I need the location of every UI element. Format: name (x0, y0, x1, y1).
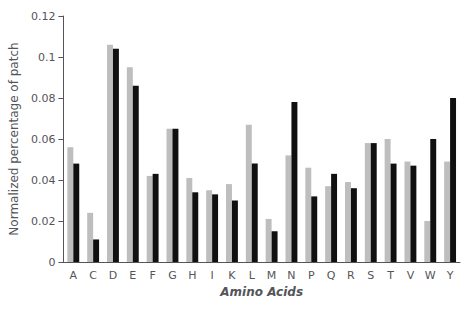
svg-text:0: 0 (48, 256, 55, 269)
svg-text:A: A (70, 269, 78, 282)
svg-text:0.08: 0.08 (31, 92, 56, 105)
svg-text:W: W (425, 269, 436, 282)
svg-text:T: T (386, 269, 394, 282)
svg-text:D: D (109, 269, 117, 282)
svg-text:K: K (228, 269, 236, 282)
svg-text:C: C (89, 269, 97, 282)
svg-text:0.04: 0.04 (31, 174, 56, 187)
svg-text:R: R (347, 269, 355, 282)
svg-text:E: E (129, 269, 136, 282)
svg-text:0.02: 0.02 (31, 215, 56, 228)
svg-text:N: N (287, 269, 295, 282)
svg-text:G: G (168, 269, 177, 282)
svg-text:L: L (249, 269, 256, 282)
svg-text:V: V (407, 269, 415, 282)
svg-text:Normalized percentage of patch: Normalized percentage of patch (7, 42, 21, 235)
svg-text:P: P (308, 269, 315, 282)
svg-text:I: I (210, 269, 213, 282)
svg-text:0.06: 0.06 (31, 133, 56, 146)
svg-text:Amino Acids: Amino Acids (219, 285, 303, 299)
svg-text:Y: Y (446, 269, 454, 282)
svg-text:0.1: 0.1 (38, 51, 56, 64)
svg-text:0.12: 0.12 (31, 10, 56, 23)
svg-text:S: S (367, 269, 374, 282)
svg-text:F: F (149, 269, 155, 282)
svg-text:Q: Q (327, 269, 336, 282)
svg-text:M: M (267, 269, 277, 282)
svg-text:H: H (188, 269, 196, 282)
